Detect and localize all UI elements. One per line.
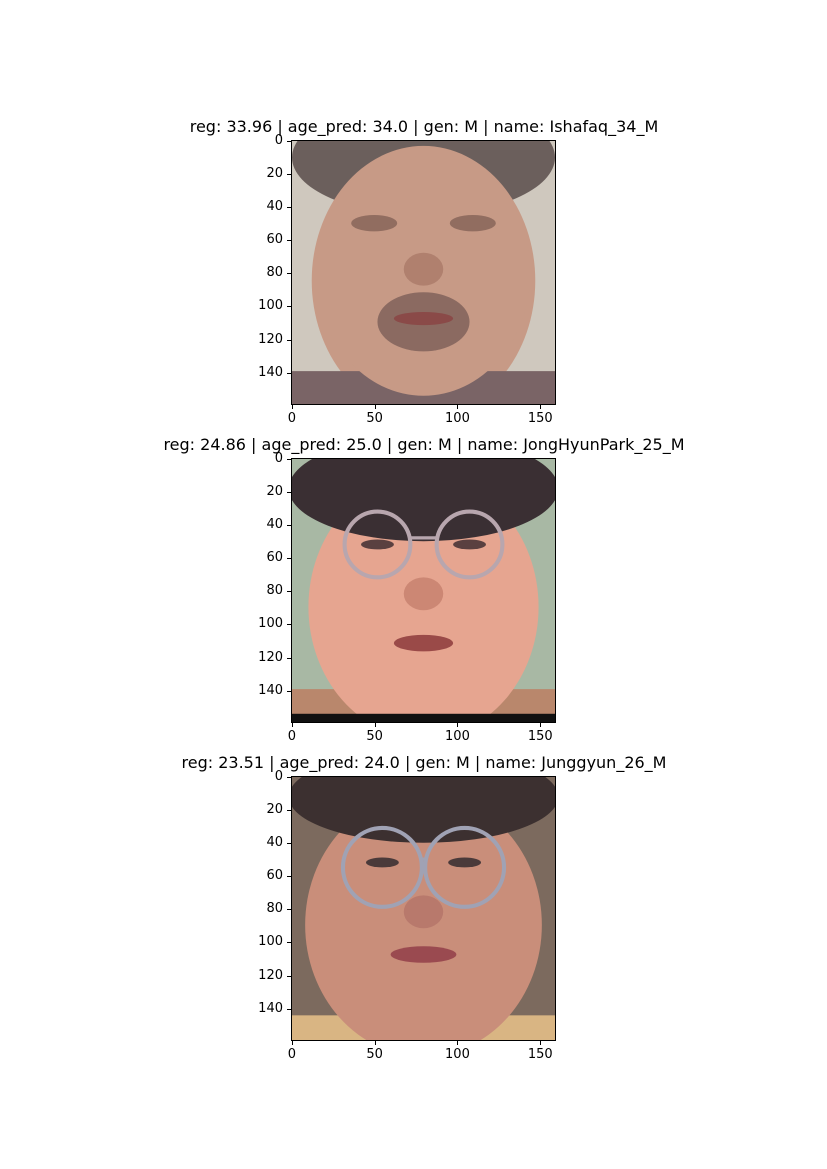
y-tick-label: 120 bbox=[258, 649, 283, 665]
y-tick-label: 20 bbox=[266, 483, 283, 499]
y-tick-mark bbox=[287, 558, 291, 560]
y-tick-label: 20 bbox=[266, 801, 283, 817]
y-tick-mark bbox=[287, 876, 291, 878]
y-tick-label: 40 bbox=[266, 835, 283, 851]
x-tick-label: 100 bbox=[445, 1047, 470, 1062]
y-tick-mark bbox=[287, 690, 291, 692]
y-tick-label: 0 bbox=[274, 450, 283, 466]
x-tick-label: 50 bbox=[366, 411, 383, 426]
panel-title: reg: 23.51 | age_pred: 24.0 | gen: M | n… bbox=[181, 753, 667, 772]
y-tick-label: 40 bbox=[266, 199, 283, 215]
x-tick-label: 50 bbox=[366, 729, 383, 744]
y-tick-mark bbox=[287, 306, 291, 308]
y-tick-label: 80 bbox=[266, 583, 283, 599]
y-tick-mark bbox=[287, 491, 291, 493]
x-tick-label: 150 bbox=[527, 729, 553, 744]
y-tick-label: 0 bbox=[274, 132, 283, 148]
y-tick-mark bbox=[287, 1008, 291, 1010]
y-tick-label: 120 bbox=[258, 967, 283, 983]
x-tick-label: 0 bbox=[287, 729, 296, 744]
x-tick-mark bbox=[291, 1041, 293, 1045]
x-tick-mark bbox=[457, 405, 459, 409]
face-image bbox=[291, 140, 556, 405]
y-tick-label: 100 bbox=[258, 934, 283, 950]
y-tick-label: 80 bbox=[266, 265, 283, 281]
y-tick-mark bbox=[287, 624, 291, 626]
x-tick-mark bbox=[457, 723, 459, 727]
x-tick-label: 150 bbox=[527, 1047, 553, 1062]
y-tick-label: 60 bbox=[266, 550, 283, 566]
x-tick-mark bbox=[374, 723, 376, 727]
y-tick-label: 100 bbox=[258, 298, 283, 314]
y-tick-mark bbox=[287, 843, 291, 845]
panel-title: reg: 33.96 | age_pred: 34.0 | gen: M | n… bbox=[189, 117, 659, 136]
y-tick-label: 60 bbox=[266, 868, 283, 884]
y-tick-mark bbox=[287, 372, 291, 374]
y-tick-mark bbox=[287, 591, 291, 593]
y-tick-label: 140 bbox=[258, 364, 283, 380]
y-tick-mark bbox=[287, 240, 291, 242]
y-tick-label: 80 bbox=[266, 901, 283, 917]
face-photo-1 bbox=[292, 141, 555, 404]
y-tick-mark bbox=[287, 942, 291, 944]
y-tick-mark bbox=[287, 809, 291, 811]
y-tick-mark bbox=[287, 458, 291, 460]
x-tick-mark bbox=[540, 405, 542, 409]
x-tick-label: 0 bbox=[287, 1047, 296, 1062]
x-tick-label: 100 bbox=[445, 729, 470, 744]
y-tick-label: 100 bbox=[258, 616, 283, 632]
face-photo-3 bbox=[292, 777, 555, 1040]
y-tick-label: 60 bbox=[266, 232, 283, 248]
x-tick-mark bbox=[291, 723, 293, 727]
y-tick-mark bbox=[287, 776, 291, 778]
y-tick-mark bbox=[287, 909, 291, 911]
y-tick-mark bbox=[287, 273, 291, 275]
x-tick-label: 150 bbox=[527, 411, 553, 426]
x-tick-mark bbox=[374, 405, 376, 409]
face-image bbox=[291, 458, 556, 723]
y-tick-mark bbox=[287, 207, 291, 209]
x-tick-label: 100 bbox=[445, 411, 470, 426]
y-tick-label: 140 bbox=[258, 682, 283, 698]
x-tick-label: 0 bbox=[287, 411, 296, 426]
y-tick-mark bbox=[287, 339, 291, 341]
y-tick-mark bbox=[287, 975, 291, 977]
x-tick-mark bbox=[374, 1041, 376, 1045]
panel-title: reg: 24.86 | age_pred: 25.0 | gen: M | n… bbox=[163, 435, 685, 454]
y-tick-label: 20 bbox=[266, 165, 283, 181]
y-tick-mark bbox=[287, 140, 291, 142]
y-tick-mark bbox=[287, 525, 291, 527]
y-tick-mark bbox=[287, 173, 291, 175]
y-tick-label: 120 bbox=[258, 331, 283, 347]
x-tick-label: 50 bbox=[366, 1047, 383, 1062]
x-tick-mark bbox=[457, 1041, 459, 1045]
face-image bbox=[291, 776, 556, 1041]
y-tick-label: 140 bbox=[258, 1000, 283, 1016]
x-tick-mark bbox=[540, 723, 542, 727]
x-tick-mark bbox=[291, 405, 293, 409]
y-tick-label: 40 bbox=[266, 517, 283, 533]
y-tick-label: 0 bbox=[274, 768, 283, 784]
x-tick-mark bbox=[540, 1041, 542, 1045]
face-photo-2 bbox=[292, 459, 555, 722]
y-tick-mark bbox=[287, 657, 291, 659]
